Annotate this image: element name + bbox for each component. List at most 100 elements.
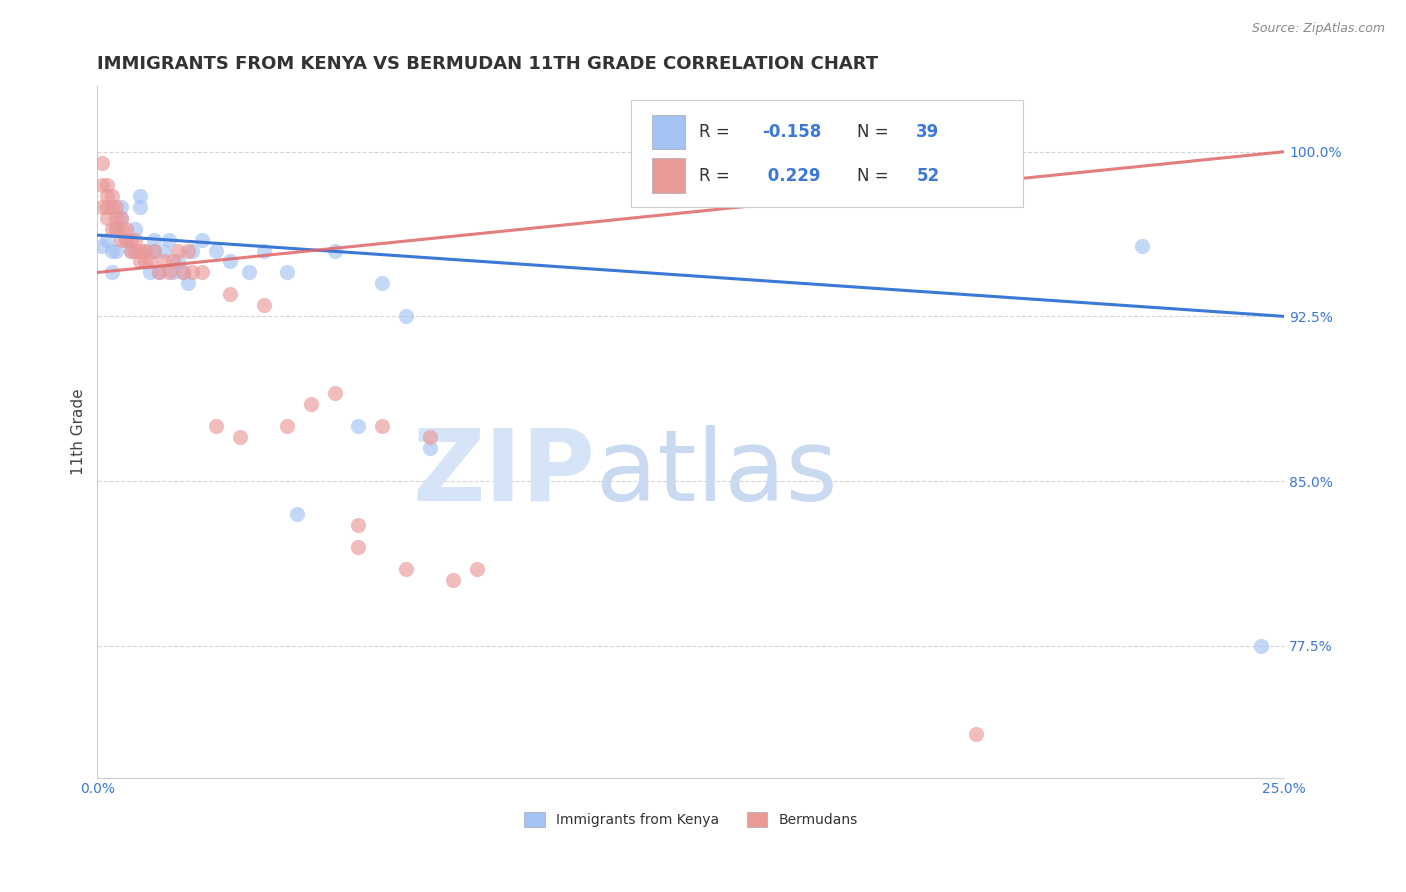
Point [124,244,146,258]
Point [1250,639,1272,653]
Point [395,562,418,576]
Point [148,265,170,279]
Text: 0.229: 0.229 [762,167,821,185]
Point [443,573,465,587]
Point [138,265,160,279]
Point [100,244,122,258]
Point [167,254,190,268]
Text: R =: R = [699,167,735,185]
Text: -0.158: -0.158 [762,123,821,141]
Point [162,254,184,268]
Bar [651,115,685,150]
Point [153,254,176,268]
Legend: Immigrants from Kenya, Bermudans: Immigrants from Kenya, Bermudans [519,807,863,833]
Point [96,233,118,247]
Point [110,200,132,214]
Point [110,233,132,247]
Text: N =: N = [858,123,894,141]
Point [172,265,194,279]
Point [252,298,274,312]
Point [120,233,142,247]
Point [105,244,128,258]
Point [96,200,118,214]
Point [100,221,122,235]
Point [129,244,152,258]
Point [252,244,274,258]
Point [285,507,308,521]
Point [148,265,170,279]
Point [276,265,298,279]
Point [134,254,156,268]
Text: atlas: atlas [596,425,838,522]
Point [162,265,184,279]
Y-axis label: 11th Grade: 11th Grade [72,388,86,475]
Point [465,562,488,576]
Point [219,287,242,301]
Text: N =: N = [858,167,894,185]
Point [323,386,346,401]
Point [347,419,370,434]
Text: 52: 52 [917,167,939,185]
Point [176,277,198,291]
Point [91,155,114,169]
Point [965,726,987,740]
Point [172,265,194,279]
Text: 39: 39 [917,123,939,141]
Point [124,221,146,235]
Point [115,233,138,247]
Point [167,244,190,258]
Point [110,211,132,225]
Point [96,211,118,225]
Point [110,221,132,235]
Point [105,221,128,235]
Point [134,244,156,258]
Point [115,221,138,235]
Point [124,233,146,247]
Point [347,540,370,554]
Point [129,254,152,268]
Point [105,221,128,235]
Point [143,244,166,258]
Point [205,244,228,258]
Point [120,244,142,258]
Point [120,244,142,258]
Point [134,244,156,258]
Point [419,441,441,455]
Point [143,233,166,247]
Text: Source: ZipAtlas.com: Source: ZipAtlas.com [1251,22,1385,36]
Point [347,518,370,533]
Point [100,200,122,214]
Point [96,188,118,202]
Point [157,265,180,279]
Point [91,200,114,214]
Bar [651,159,685,193]
Point [181,265,204,279]
Point [191,233,214,247]
Point [96,178,118,192]
Point [371,277,394,291]
Point [105,211,128,225]
Point [129,188,152,202]
Point [143,244,166,258]
Point [91,178,114,192]
FancyBboxPatch shape [631,100,1024,207]
Point [100,265,122,279]
Point [191,265,214,279]
Point [100,188,122,202]
Text: R =: R = [699,123,735,141]
Point [219,254,242,268]
Point [110,211,132,225]
Point [205,419,228,434]
Point [1130,239,1153,253]
Point [299,397,322,411]
Point [323,244,346,258]
Point [138,254,160,268]
Text: ZIP: ZIP [413,425,596,522]
Point [276,419,298,434]
Point [176,244,198,258]
Point [129,200,152,214]
Point [371,419,394,434]
Point [115,233,138,247]
Text: IMMIGRANTS FROM KENYA VS BERMUDAN 11TH GRADE CORRELATION CHART: IMMIGRANTS FROM KENYA VS BERMUDAN 11TH G… [97,55,879,73]
Point [105,200,128,214]
